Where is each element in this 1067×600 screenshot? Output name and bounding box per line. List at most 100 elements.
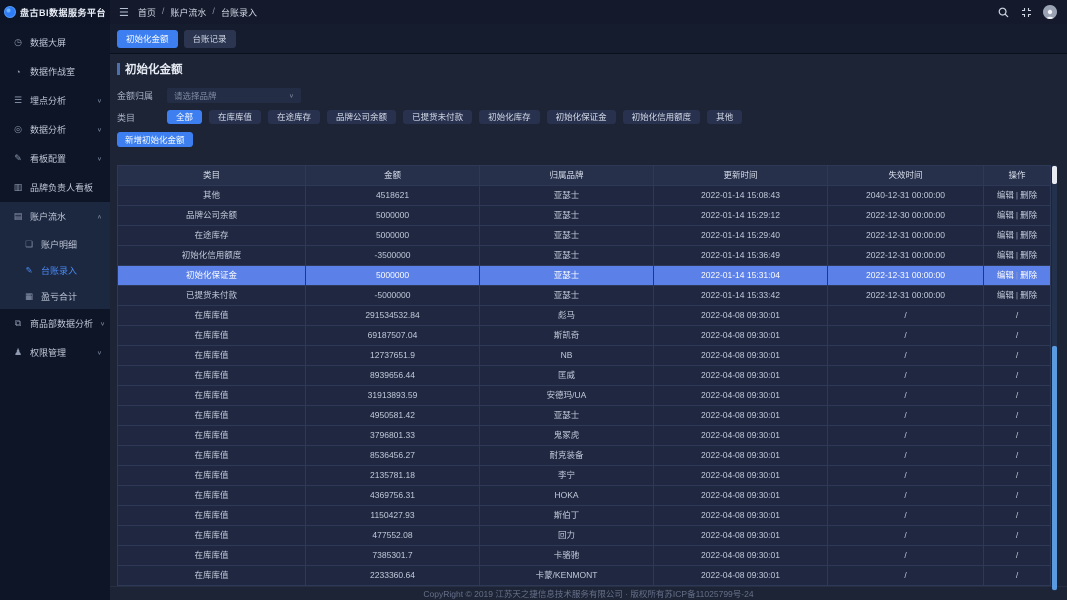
edit-link[interactable]: 编辑 (996, 190, 1014, 200)
sidebar-item-label: 看板配置 (30, 154, 67, 164)
category-button-在库库值[interactable]: 在库库值 (209, 110, 262, 124)
menu-fold-icon[interactable]: ☰ (119, 6, 129, 19)
column-header-操作: 操作 (983, 164, 1051, 186)
breadcrumb-separator: / (161, 5, 165, 16)
sidebar-item-看板配置[interactable]: ✎ 看板配置 ∨ (0, 144, 110, 173)
table-row[interactable]: 在库库值 8536456.27 耐克装备 2022-04-08 09:30:01// (117, 444, 1051, 466)
brand-select[interactable]: 请选择品牌 ∨ (167, 88, 301, 103)
content-panel: 初始化金额 金额归属 请选择品牌 ∨ 类目 全部 在库库值 在途库存 品牌公司余额 已提… (110, 54, 1067, 591)
cell-brand: 斯伯丁 (479, 504, 654, 526)
copyright-text: CopyRight © 2019 江苏天之捷信息技术服务有限公司 · 版权所有苏… (423, 589, 754, 599)
cell-amount: 477552.08 (305, 524, 480, 546)
cell-expires: 2022-12-30 00:00:00 (827, 204, 984, 226)
exit-fullscreen-icon[interactable] (1020, 6, 1032, 18)
breadcrumb-ledger-entry[interactable]: 台账录入 (220, 7, 257, 18)
sidebar-item-数据大屏[interactable]: ◷ 数据大屏 (0, 28, 110, 57)
category-button-全部[interactable]: 全部 (167, 110, 203, 124)
tab-初始化金额[interactable]: 初始化金额 (117, 29, 178, 48)
add-initial-amount-button[interactable]: 新增初始化金额 (117, 132, 193, 147)
table-row[interactable]: 其他 4518621 亚瑟士 2022-01-14 15:08:43 2040-12-3… (117, 184, 1051, 206)
sidebar-item-账户流水[interactable]: ▤ 账户流水 ∧ (0, 202, 110, 231)
table-row[interactable]: 在库库值 31913893.59 安德玛/UA 2022-04-08 09:30:01… (117, 384, 1051, 406)
cell-expires: / (827, 344, 984, 366)
cell-updated: 2022-04-08 09:30:01 (653, 464, 828, 486)
tab-台账记录[interactable]: 台账记录 (183, 29, 236, 48)
edit-link[interactable]: 编辑 (996, 250, 1014, 260)
cell-expires: / (827, 424, 984, 446)
cell-actions: 编辑 | 删除 (983, 244, 1051, 266)
breadcrumb-account-flow[interactable]: 账户流水 (170, 7, 207, 18)
cell-actions: / (983, 544, 1051, 566)
delete-link[interactable]: 删除 (1020, 250, 1038, 260)
breadcrumb-separator: / (212, 5, 215, 16)
action-separator: | (1015, 210, 1019, 220)
cell-category: 在库库值 (117, 564, 306, 586)
cell-category: 在库库值 (117, 504, 306, 526)
category-button-已提货未付款[interactable]: 已提货未付款 (403, 110, 473, 124)
table-row[interactable]: 在库库值 4950581.42 亚瑟士 2022-04-08 09:30:01// (117, 404, 1051, 426)
delete-link[interactable]: 删除 (1020, 230, 1038, 240)
scrollbar-thumb[interactable] (1052, 345, 1057, 590)
chevron-up-icon: ∧ (96, 214, 102, 220)
table-row[interactable]: 在库库值 291534532.84 彪马 2022-04-08 09:30:01// (117, 304, 1051, 326)
sidebar-item-数据分析[interactable]: ◎ 数据分析 ∨ (0, 115, 110, 144)
cell-actions: / (983, 404, 1051, 426)
category-button-初始化信用额度[interactable]: 初始化信用额度 (622, 110, 701, 124)
cell-actions: / (983, 424, 1051, 446)
chevron-down-icon: ∨ (100, 321, 106, 327)
search-icon[interactable] (997, 6, 1009, 18)
sidebar-item-商品部数据分析[interactable]: ⧉ 商品部数据分析 ∨ (0, 309, 110, 338)
action-separator: | (1015, 230, 1019, 240)
table-row[interactable]: 初始化信用额度 -3500000 亚瑟士 2022-01-14 15:36:49 202… (117, 244, 1051, 266)
cell-category: 在库库值 (117, 484, 306, 506)
table-row[interactable]: 在库库值 1150427.93 斯伯丁 2022-04-08 09:30:01// (117, 504, 1051, 526)
edit-link[interactable]: 编辑 (996, 210, 1014, 220)
sidebar-subitem-盈亏合计[interactable]: ▦ 盈亏合计 (0, 283, 110, 309)
edit-link[interactable]: 编辑 (996, 230, 1014, 240)
table-row[interactable]: 在库库值 2135781.18 李宁 2022-04-08 09:30:01// (117, 464, 1051, 486)
cell-amount: -3500000 (305, 244, 480, 266)
delete-link[interactable]: 删除 (1020, 290, 1038, 300)
table-row[interactable]: 品牌公司余额 5000000 亚瑟士 2022-01-14 15:29:12 2022-… (117, 204, 1051, 226)
warroom-icon: ◔ (15, 66, 21, 77)
delete-link[interactable]: 删除 (1020, 270, 1038, 280)
sidebar-item-埋点分析[interactable]: ☰ 埋点分析 ∨ (0, 86, 110, 115)
category-button-在途库存[interactable]: 在途库存 (268, 110, 321, 124)
table-row[interactable]: 已提货未付款 -5000000 亚瑟士 2022-01-14 15:33:42 2022… (117, 284, 1051, 306)
delete-link[interactable]: 删除 (1020, 190, 1038, 200)
category-button-其他[interactable]: 其他 (707, 110, 743, 124)
table-row[interactable]: 在库库值 4369756.31 HOKA 2022-04-08 09:30:01// (117, 484, 1051, 506)
table-row[interactable]: 在库库值 69187507.04 斯凯奇 2022-04-08 09:30:01// (117, 324, 1051, 346)
edit-link[interactable]: 编辑 (996, 270, 1014, 280)
chevron-down-icon: ∨ (96, 98, 102, 104)
delete-link[interactable]: 删除 (1020, 210, 1038, 220)
sidebar-item-品牌负责人看板[interactable]: ▥ 品牌负责人看板 (0, 173, 110, 202)
sidebar-subitem-台账录入[interactable]: ✎ 台账录入 (0, 257, 110, 283)
table-row[interactable]: 在库库值 7385301.7 卡骆驰 2022-04-08 09:30:01// (117, 544, 1051, 566)
category-button-初始化库存[interactable]: 初始化库存 (479, 110, 540, 124)
cell-amount: 8939656.44 (305, 364, 480, 386)
breadcrumb-home[interactable]: 首页 (137, 7, 156, 18)
table-row[interactable]: 在途库存 5000000 亚瑟士 2022-01-14 15:29:40 2022-12… (117, 224, 1051, 246)
sidebar-item-数据作战室[interactable]: ◔ 数据作战室 (0, 57, 110, 86)
table-header-row: 类目 金额 归属品牌 更新时间 失效时间 操作 (117, 164, 1051, 186)
cell-brand: 李宁 (479, 464, 654, 486)
sidebar-subitem-账户明细[interactable]: ❏ 账户明细 (0, 231, 110, 257)
cell-category: 在库库值 (117, 364, 306, 386)
table-row[interactable]: 在库库值 12737651.9 NB 2022-04-08 09:30:01// (117, 344, 1051, 366)
category-button-品牌公司余额[interactable]: 品牌公司余额 (327, 110, 397, 124)
table-row[interactable]: 在库库值 2233360.64 卡蒙/KENMONT 2022-04-08 09:30… (117, 564, 1051, 586)
cell-expires: / (827, 364, 984, 386)
table-row[interactable]: 在库库值 3796801.33 鬼冢虎 2022-04-08 09:30:01// (117, 424, 1051, 446)
scrollbar-thumb-top[interactable] (1052, 165, 1057, 184)
cell-updated: 2022-01-14 15:29:12 (653, 204, 828, 226)
sidebar-item-权限管理[interactable]: ♟ 权限管理 ∨ (0, 338, 110, 367)
pen-icon: ✎ (25, 264, 33, 275)
table-row[interactable]: 在库库值 8939656.44 匡威 2022-04-08 09:30:01// (117, 364, 1051, 386)
table-scrollbar[interactable] (1052, 164, 1057, 591)
avatar[interactable] (1043, 5, 1057, 19)
table-row[interactable]: 初始化保证金 5000000 亚瑟士 2022-01-14 15:31:04 2022-… (117, 264, 1051, 286)
category-button-初始化保证金[interactable]: 初始化保证金 (546, 110, 616, 124)
edit-link[interactable]: 编辑 (996, 290, 1014, 300)
table-row[interactable]: 在库库值 477552.08 回力 2022-04-08 09:30:01// (117, 524, 1051, 546)
